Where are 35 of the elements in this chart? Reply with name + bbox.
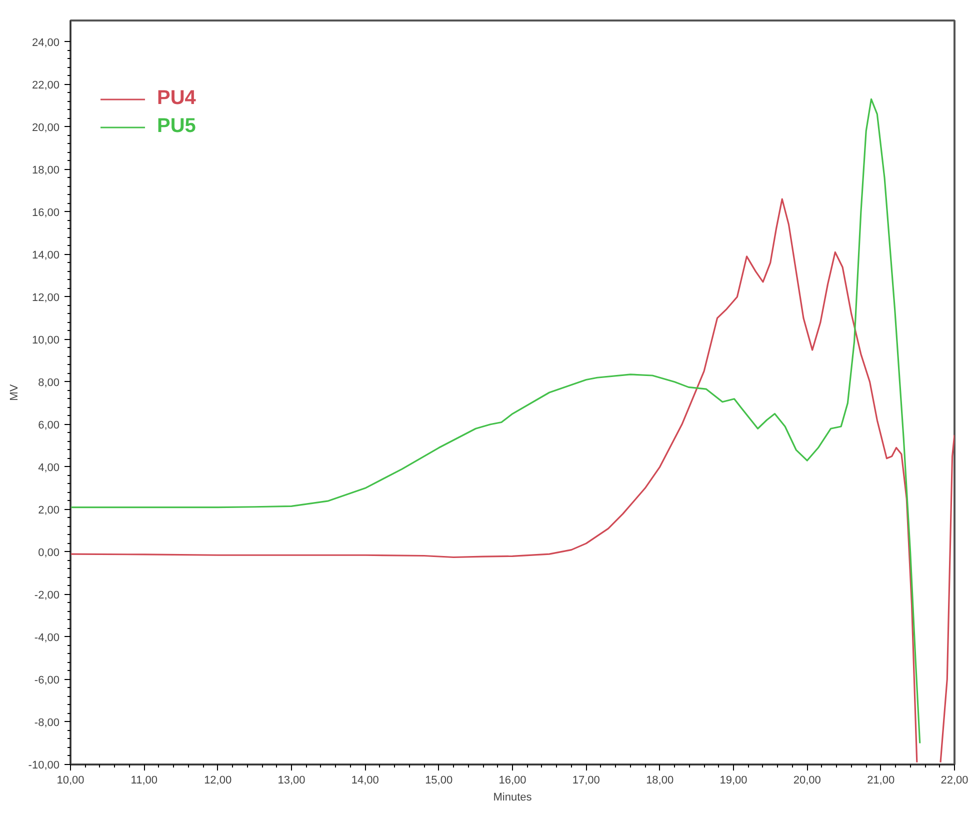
x-tick-label: 17,00 [572, 774, 600, 786]
y-tick-label: 6,00 [38, 419, 60, 432]
x-tick-label: 14,00 [351, 774, 379, 786]
y-tick-label: 12,00 [32, 292, 60, 304]
x-tick-label: 10,00 [56, 774, 84, 786]
y-tick-label: 16,00 [32, 206, 60, 219]
x-axis-title: Minutes [493, 792, 532, 804]
x-tick-label: 21,00 [867, 774, 895, 786]
y-tick-label: 18,00 [32, 164, 60, 176]
y-tick-label: -2,00 [34, 589, 60, 602]
legend-label: PU4 [157, 87, 196, 110]
y-tick-label: 0,00 [38, 546, 60, 559]
x-tick-label: 20,00 [793, 774, 821, 786]
x-tick-label: 15,00 [425, 774, 453, 786]
x-tick-label: 22,00 [940, 774, 968, 786]
legend-label: PU5 [157, 115, 196, 138]
x-tick-label: 13,00 [278, 774, 306, 786]
y-tick-label: 4,00 [38, 462, 60, 474]
y-tick-label: -4,00 [34, 632, 60, 644]
y-tick-label: 8,00 [38, 376, 60, 389]
x-tick-label: 16,00 [498, 774, 526, 786]
x-tick-label: 18,00 [646, 774, 674, 786]
y-tick-label: -10,00 [28, 760, 60, 772]
y-tick-label: -6,00 [34, 674, 60, 686]
x-tick-label: 12,00 [204, 774, 232, 786]
y-tick-label: 2,00 [38, 504, 60, 516]
x-tick-label: 11,00 [130, 774, 158, 786]
y-tick-label: -8,00 [34, 716, 60, 729]
y-tick-label: 24,00 [32, 36, 60, 49]
y-tick-label: 10,00 [32, 334, 60, 346]
y-tick-label: 14,00 [32, 249, 60, 262]
x-tick-label: 19,00 [720, 774, 748, 786]
y-axis-title: MV [8, 384, 20, 401]
y-tick-label: 20,00 [32, 122, 60, 134]
y-tick-label: 22,00 [32, 79, 60, 92]
